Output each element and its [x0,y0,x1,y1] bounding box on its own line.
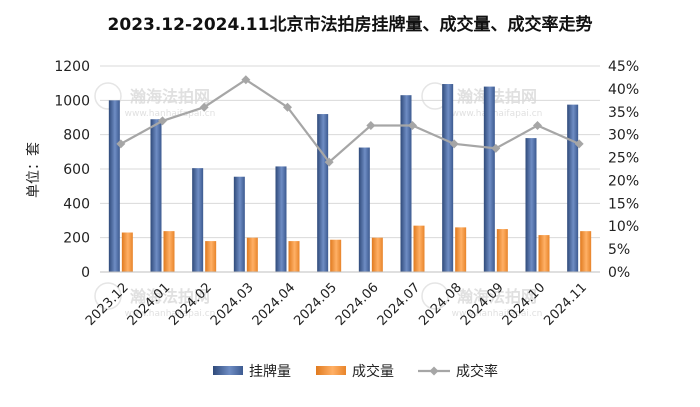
y-tick-label: 200 [63,231,90,247]
bar-listings [233,176,245,272]
y2-tick-label: 45% [608,59,639,75]
bar-listings [567,104,579,272]
bar-deals [121,232,133,272]
legend-swatch-listings [213,366,243,375]
point-rate [199,102,209,112]
x-tick-label: 2023.12 [83,280,132,329]
bar-deals [371,237,383,272]
point-rate [366,121,376,131]
bar-listings [483,86,495,272]
bar-deals [580,231,592,272]
watermark-name: 瀚海法拍网 [456,287,537,306]
bar-listings [442,84,454,273]
bar-listings [400,95,412,272]
bar-listings [317,114,329,272]
bar-marks [108,84,592,273]
watermark-logo-icon [421,282,449,310]
bar-deals [538,235,550,272]
bar-deals [246,237,258,272]
y-tick-label: 400 [63,196,90,212]
point-rate [574,139,584,149]
bar-deals [413,225,425,272]
legend: 挂牌量 成交量 成交率 [213,363,498,380]
bar-deals [205,241,217,272]
watermark-url: www.hanhaifapai.cn [452,109,543,119]
point-rate [158,116,167,126]
bar-listings [150,119,162,272]
line-rate [120,78,580,164]
y2-tick-label: 30% [608,128,639,144]
point-rate [408,121,417,131]
watermark-name: 瀚海法拍网 [456,87,537,106]
bar-listings [275,166,287,272]
y2-tick-label: 20% [608,173,639,189]
y-tick-label: 0 [81,265,90,281]
point-rate [449,139,459,149]
chart-title: 2023.12-2024.11北京市法拍房挂牌量、成交量、成交率走势 [108,14,593,35]
legend-label-deals: 成交量 [352,363,394,380]
legend-marker-rate [429,366,439,376]
point-rate [283,102,292,112]
bar-listings [525,138,537,272]
watermark-logo-icon [94,282,122,310]
legend-swatch-deals [316,366,346,375]
x-tick-label: 2024.04 [250,280,299,329]
x-tick-label: 2024.07 [375,280,424,329]
watermark-logo-icon [94,82,122,110]
bar-deals [288,241,300,272]
y2-tick-label: 15% [608,196,639,212]
y-tick-label: 1000 [54,93,90,109]
point-rate [491,143,501,153]
x-tick-label: 2024.03 [208,280,257,329]
y2-tick-label: 5% [608,242,630,258]
y2-tick-label: 40% [608,82,639,98]
x-tick-label: 2024.06 [333,280,382,329]
watermark-layer: 瀚海法拍网 www.hanhaifapai.cn 瀚海法拍网 www.hanhaifa… [94,82,543,319]
legend-label-listings: 挂牌量 [249,363,291,380]
bar-deals [163,231,175,272]
point-rate [324,157,334,167]
y2-tick-label: 35% [608,105,639,121]
x-tick-label: 2024.05 [291,280,340,329]
bar-listings [192,168,204,272]
y-tick-label: 800 [63,128,90,144]
y-tick-label: 1200 [54,59,90,75]
bar-deals [496,229,508,272]
watermark-url: www.hanhaifapai.cn [125,309,216,319]
line-marks [116,75,584,167]
bar-listings [108,100,120,272]
watermark-url: www.hanhaifapai.cn [125,109,216,119]
y-axis-label: 单位：套 [26,142,42,198]
bar-deals [455,227,467,272]
y2-tick-label: 0% [608,265,630,281]
watermark-url: www.hanhaifapai.cn [452,309,543,319]
watermark-name: 瀚海法拍网 [129,287,210,306]
legend-label-rate: 成交率 [456,363,498,380]
bar-deals [330,239,342,272]
y-tick-label: 600 [63,162,90,178]
y2-tick-label: 10% [608,219,639,235]
bar-listings [358,147,370,272]
point-rate [241,75,251,85]
x-tick-label: 2024.11 [541,280,590,329]
point-rate [533,121,542,131]
y2-tick-label: 25% [608,151,639,167]
point-rate [116,139,126,149]
watermark-name: 瀚海法拍网 [129,87,210,106]
